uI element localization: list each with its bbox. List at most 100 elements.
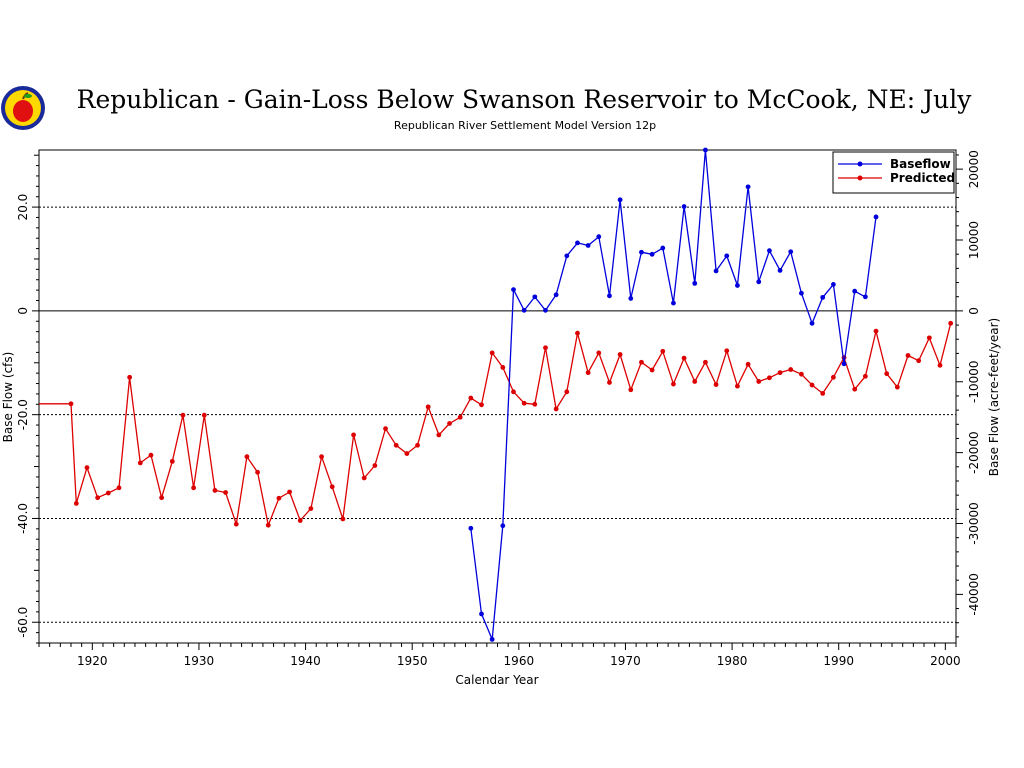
legend-label-baseflow: Baseflow — [890, 157, 951, 171]
data-point-predicted — [159, 495, 165, 501]
data-point-predicted — [308, 506, 314, 511]
data-point-baseflow — [862, 294, 868, 300]
data-point-predicted — [297, 518, 303, 523]
data-point-predicted — [489, 350, 495, 356]
data-point-baseflow — [532, 294, 538, 300]
data-point-predicted — [404, 451, 410, 456]
series-line-predicted — [39, 323, 952, 526]
y2-tick-label: 10000 — [967, 221, 981, 259]
data-point-predicted — [745, 361, 751, 367]
data-point-predicted — [735, 383, 740, 389]
data-point-predicted — [937, 362, 943, 368]
data-point-predicted — [564, 389, 570, 395]
data-point-baseflow — [585, 243, 591, 248]
data-point-predicted — [948, 320, 954, 326]
data-point-predicted — [479, 402, 484, 408]
data-point-baseflow — [479, 611, 484, 617]
data-point-predicted — [265, 522, 271, 528]
data-point-baseflow — [553, 292, 559, 298]
data-point-predicted — [500, 365, 506, 370]
data-point-predicted — [575, 330, 580, 336]
data-point-predicted — [84, 465, 90, 470]
x-tick-label: 1990 — [823, 654, 854, 668]
x-tick-label: 2000 — [930, 654, 961, 668]
data-point-predicted — [319, 454, 324, 460]
data-point-predicted — [809, 382, 815, 388]
data-point-predicted — [425, 404, 431, 410]
y2-tick-label: -10000 — [967, 361, 981, 404]
data-point-predicted — [244, 454, 250, 460]
data-point-predicted — [457, 414, 463, 420]
chart-subtitle: Republican River Settlement Model Versio… — [394, 119, 656, 132]
data-point-predicted — [905, 353, 911, 358]
data-point-predicted — [916, 358, 922, 364]
data-point-predicted — [191, 485, 197, 491]
data-point-predicted — [68, 401, 74, 407]
data-point-baseflow — [830, 282, 836, 287]
data-point-predicted — [724, 348, 730, 354]
data-point-baseflow — [489, 636, 495, 642]
data-point-baseflow — [756, 279, 762, 285]
data-point-baseflow — [713, 268, 719, 274]
data-point-predicted — [926, 335, 932, 341]
y2-tick-label: -20000 — [967, 431, 981, 474]
data-point-baseflow — [521, 307, 527, 313]
data-point-baseflow — [809, 320, 815, 326]
data-point-baseflow — [681, 204, 687, 209]
x-tick-label: 1950 — [397, 654, 428, 668]
data-point-predicted — [660, 348, 666, 354]
data-point-predicted — [180, 412, 186, 418]
y-axis-label: Base Flow (cfs) — [1, 352, 15, 443]
data-point-baseflow — [724, 253, 730, 259]
data-point-predicted — [340, 516, 346, 522]
data-point-baseflow — [671, 300, 676, 306]
data-point-baseflow — [468, 525, 474, 531]
data-point-baseflow — [692, 280, 698, 286]
data-point-predicted — [137, 460, 143, 466]
data-point-predicted — [511, 389, 516, 395]
data-point-baseflow — [798, 290, 804, 296]
y-tick-label: -20.0 — [16, 399, 30, 430]
data-point-predicted — [73, 501, 79, 506]
legend: Baseflow Predicted — [832, 151, 955, 194]
x-axis-label: Calendar Year — [455, 673, 538, 687]
plot-frame — [38, 149, 957, 644]
x-tick-label: 1930 — [184, 654, 215, 668]
y2-tick-label: 0 — [967, 307, 981, 315]
data-point-predicted — [169, 458, 175, 464]
y2-axis-label: Base Flow (acre-feet/year) — [987, 318, 1001, 476]
data-point-predicted — [777, 370, 783, 376]
data-point-predicted — [649, 367, 655, 373]
legend-marker-predicted — [857, 175, 863, 181]
data-point-baseflow — [873, 214, 879, 220]
data-point-baseflow — [628, 296, 634, 301]
data-point-predicted — [212, 488, 218, 493]
data-point-predicted — [596, 350, 602, 356]
data-point-baseflow — [841, 361, 847, 367]
chart-title: Republican - Gain-Loss Below Swanson Res… — [77, 85, 973, 114]
data-point-predicted — [884, 371, 890, 377]
data-point-baseflow — [745, 184, 751, 190]
data-point-predicted — [255, 469, 260, 475]
series-line-baseflow — [470, 149, 877, 641]
data-point-baseflow — [660, 245, 666, 251]
data-point-predicted — [873, 328, 879, 334]
data-point-baseflow — [511, 287, 516, 292]
data-point-predicted — [532, 401, 538, 407]
data-point-baseflow — [575, 240, 580, 246]
data-point-predicted — [756, 379, 762, 384]
data-point-predicted — [329, 484, 335, 490]
data-point-predicted — [894, 384, 900, 390]
legend-marker-baseflow — [857, 161, 863, 167]
data-point-predicted — [788, 367, 794, 372]
data-point-predicted — [639, 359, 644, 365]
data-point-predicted — [361, 475, 367, 481]
y-tick-label: -40.0 — [16, 503, 30, 534]
data-point-predicted — [223, 490, 228, 495]
data-point-predicted — [95, 495, 101, 501]
data-point-baseflow — [852, 288, 858, 294]
x-tick-label: 1980 — [717, 654, 748, 668]
data-point-predicted — [127, 374, 133, 380]
x-tick-label: 1940 — [290, 654, 321, 668]
